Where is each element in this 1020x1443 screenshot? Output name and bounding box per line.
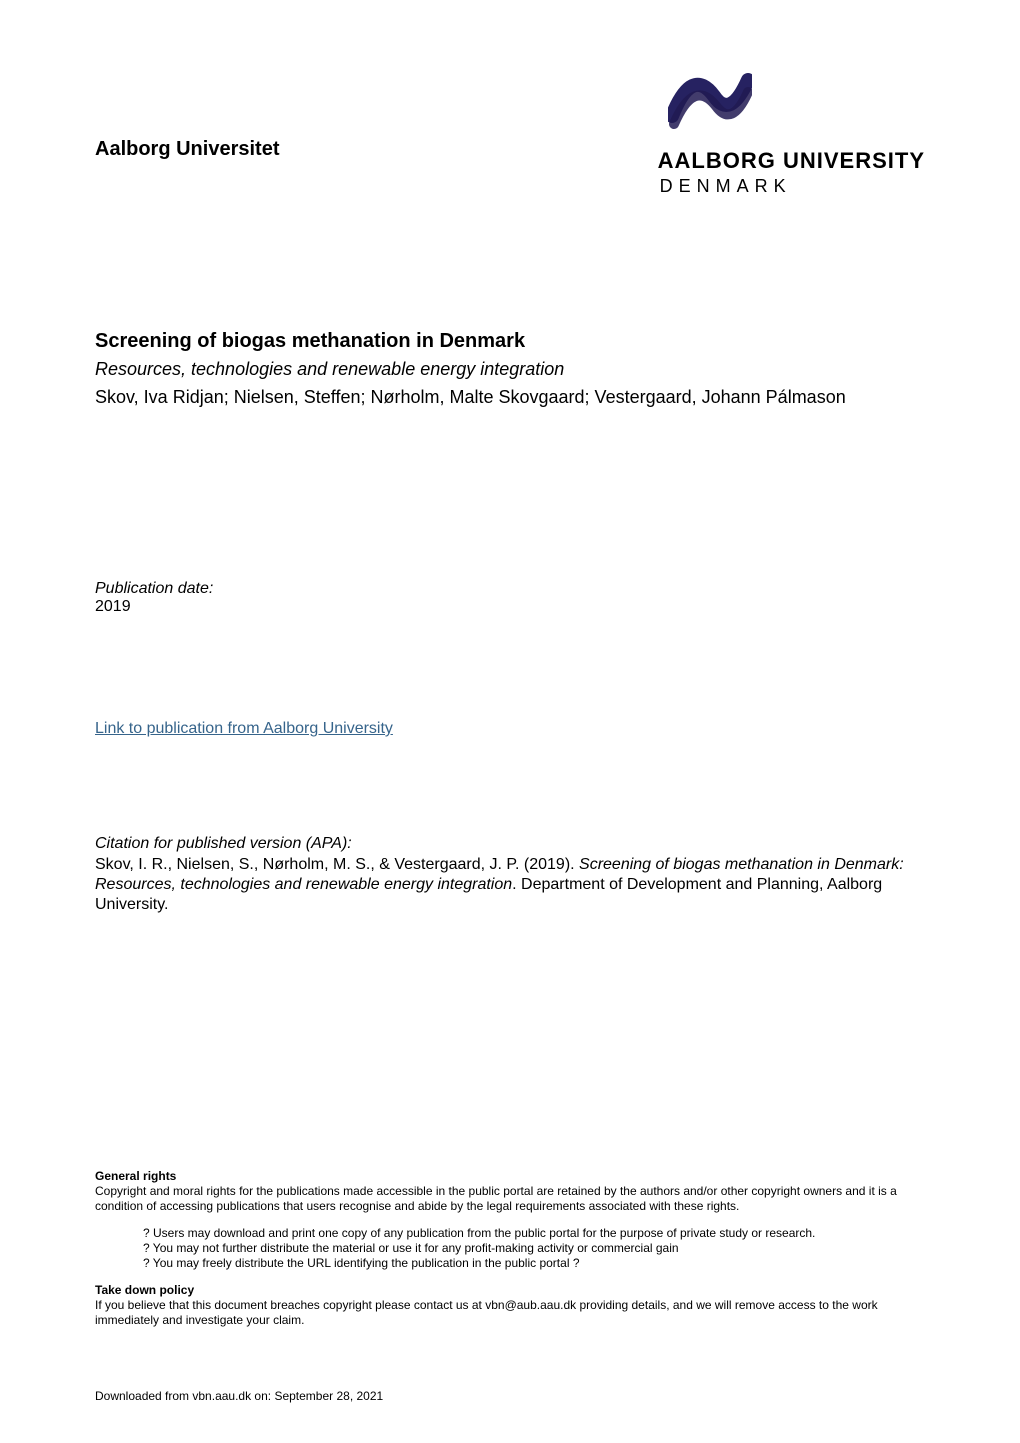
publication-date-label: Publication date: — [95, 580, 213, 598]
publication-block: Publication date: 2019 — [95, 580, 213, 616]
institution-name: Aalborg Universitet — [95, 138, 279, 161]
rights-list-item: ? You may freely distribute the URL iden… — [143, 1256, 925, 1271]
citation-text: Skov, I. R., Nielsen, S., Nørholm, M. S.… — [95, 855, 925, 915]
take-down-heading: Take down policy — [95, 1283, 925, 1297]
general-rights-text: Copyright and moral rights for the publi… — [95, 1184, 925, 1214]
take-down-text: If you believe that this document breach… — [95, 1298, 925, 1328]
citation-label: Citation for published version (APA): — [95, 835, 925, 853]
link-block: Link to publication from Aalborg Univers… — [95, 720, 393, 738]
page-root: Aalborg Universitet AALBORG UNIVERSITY D… — [0, 0, 1020, 1443]
citation-plain-1: Skov, I. R., Nielsen, S., Nørholm, M. S.… — [95, 856, 579, 873]
citation-block: Citation for published version (APA): Sk… — [95, 835, 925, 915]
logo-text-top: AALBORG UNIVERSITY — [658, 148, 925, 174]
footer-block: General rights Copyright and moral right… — [95, 1169, 925, 1328]
document-subtitle: Resources, technologies and renewable en… — [95, 359, 925, 380]
document-title: Screening of biogas methanation in Denma… — [95, 330, 925, 353]
university-logo: AALBORG UNIVERSITY DENMARK — [658, 56, 925, 197]
document-authors: Skov, Iva Ridjan; Nielsen, Steffen; Nørh… — [95, 386, 925, 409]
rights-list: ? Users may download and print one copy … — [143, 1226, 925, 1271]
publication-year: 2019 — [95, 598, 213, 616]
rights-list-item: ? You may not further distribute the mat… — [143, 1241, 925, 1256]
logo-text-bottom: DENMARK — [660, 176, 925, 197]
publication-link[interactable]: Link to publication from Aalborg Univers… — [95, 720, 393, 737]
wave-icon — [668, 56, 752, 140]
general-rights-heading: General rights — [95, 1169, 925, 1183]
rights-list-item: ? Users may download and print one copy … — [143, 1226, 925, 1241]
title-block: Screening of biogas methanation in Denma… — [95, 330, 925, 409]
downloaded-line: Downloaded from vbn.aau.dk on: September… — [95, 1389, 383, 1403]
